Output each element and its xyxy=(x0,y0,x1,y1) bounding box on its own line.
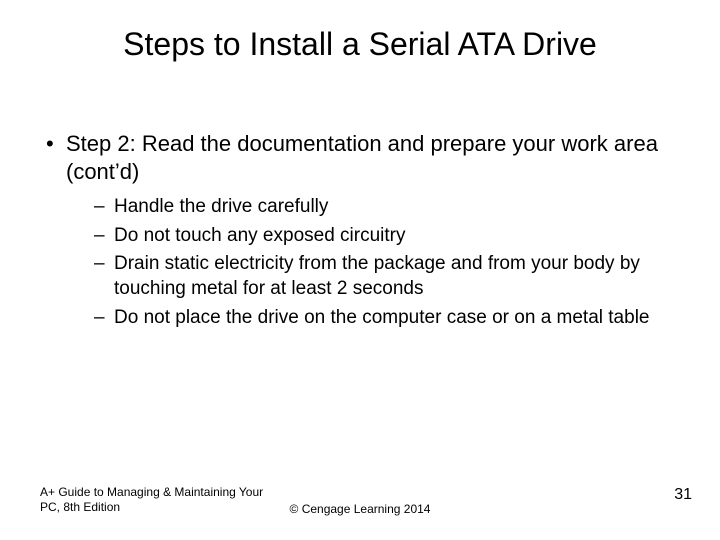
list-item: Drain static electricity from the packag… xyxy=(92,252,680,301)
slide: Steps to Install a Serial ATA Drive Step… xyxy=(0,0,720,540)
footer-center: © Cengage Learning 2014 xyxy=(0,502,720,516)
list-item: Handle the drive carefully xyxy=(92,195,680,220)
footer-left-line1: A+ Guide to Managing & Maintaining Your xyxy=(40,485,263,499)
slide-body: Step 2: Read the documentation and prepa… xyxy=(40,130,680,338)
list-item: Step 2: Read the documentation and prepa… xyxy=(40,130,680,330)
slide-title: Steps to Install a Serial ATA Drive xyxy=(0,26,720,63)
bullet-list-level2: Handle the drive carefully Do not touch … xyxy=(66,195,680,330)
page-number: 31 xyxy=(674,486,692,504)
list-item: Do not place the drive on the computer c… xyxy=(92,306,680,331)
step-text: Step 2: Read the documentation and prepa… xyxy=(66,131,658,184)
list-item: Do not touch any exposed circuitry xyxy=(92,224,680,249)
bullet-list-level1: Step 2: Read the documentation and prepa… xyxy=(40,130,680,330)
